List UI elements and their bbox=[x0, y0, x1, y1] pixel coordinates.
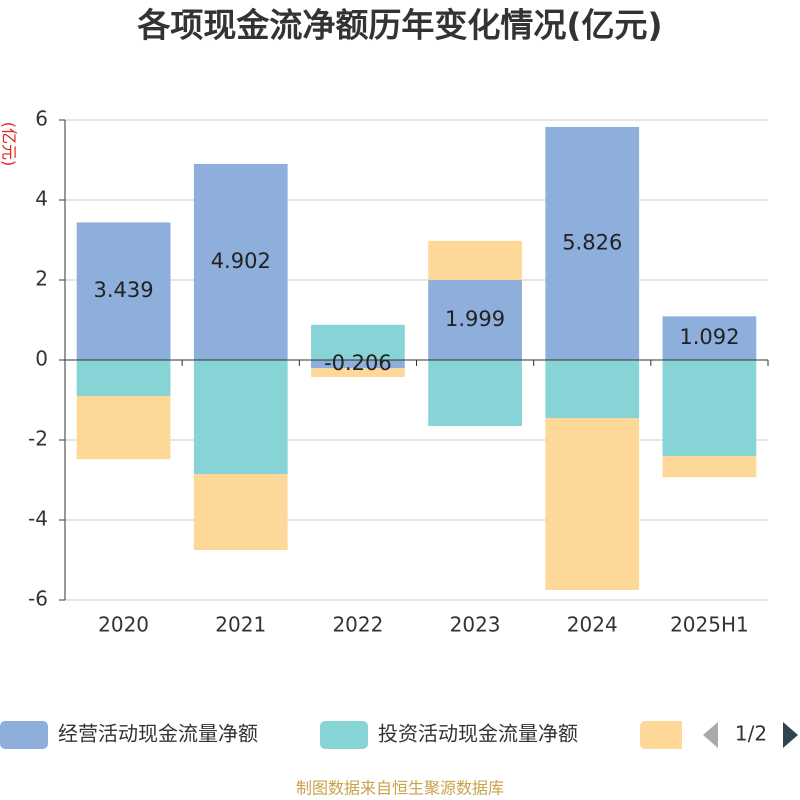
x-category-label: 2021 bbox=[215, 613, 266, 637]
bar-s3-2023[interactable] bbox=[428, 240, 522, 281]
x-category-label: 2025H1 bbox=[670, 613, 749, 637]
bar-s2-2023[interactable] bbox=[428, 360, 522, 426]
bar-s1-2023[interactable] bbox=[428, 280, 522, 360]
data-label: 1.092 bbox=[679, 325, 739, 349]
bar-s3-2022[interactable] bbox=[311, 368, 405, 378]
bar-s1-2025H1[interactable] bbox=[662, 316, 757, 360]
data-labels: 3.439 4.902 -0.206 1.999 5.826 1.092 bbox=[94, 230, 740, 375]
bar-s3-2021[interactable] bbox=[193, 474, 288, 550]
y-tick-label: 2 bbox=[35, 267, 48, 291]
legend-page-indicator: 1/2 bbox=[735, 722, 767, 746]
legend-pager: 1/2 bbox=[703, 722, 798, 748]
y-tick-label: 6 bbox=[35, 107, 48, 131]
bar-s3-2025H1[interactable] bbox=[662, 456, 757, 478]
data-label: -0.206 bbox=[324, 351, 392, 375]
bar-s1-2024[interactable] bbox=[545, 126, 640, 361]
data-source-footer: 制图数据来自恒生聚源数据库 bbox=[296, 779, 504, 798]
x-category-label: 2020 bbox=[98, 613, 149, 637]
x-axis: 2020 2021 2022 2023 2024 2025H1 bbox=[64, 359, 769, 637]
x-category-label: 2023 bbox=[450, 613, 501, 637]
chart-title: 各项现金流净额历年变化情况(亿元) bbox=[136, 6, 662, 45]
x-category-label: 2022 bbox=[332, 613, 383, 637]
bar-s2-2021[interactable] bbox=[193, 360, 288, 474]
x-category-label: 2024 bbox=[567, 613, 618, 637]
data-label: 5.826 bbox=[562, 230, 622, 254]
legend-item-operating[interactable]: 经营活动现金流量净额 bbox=[0, 721, 258, 749]
bar-s2-2024[interactable] bbox=[545, 360, 640, 418]
legend-swatch bbox=[320, 721, 368, 749]
y-axis: -6 -4 -2 0 2 4 6 bbox=[28, 107, 66, 611]
legend-item-investing[interactable]: 投资活动现金流量净额 bbox=[320, 721, 578, 749]
legend-swatch bbox=[640, 721, 682, 749]
data-label: 4.902 bbox=[211, 249, 271, 273]
legend-item-third[interactable] bbox=[640, 721, 688, 749]
bars bbox=[76, 126, 757, 590]
y-tick-label: -4 bbox=[28, 507, 48, 531]
bar-s3-2020[interactable] bbox=[76, 396, 171, 460]
bar-s2-2022[interactable] bbox=[311, 324, 405, 360]
bar-s1-2022[interactable] bbox=[311, 360, 405, 369]
bar-s2-2020[interactable] bbox=[76, 360, 171, 396]
legend: 经营活动现金流量净额 投资活动现金流量净额 bbox=[0, 721, 688, 749]
y-tick-label: 4 bbox=[35, 187, 48, 211]
data-label: 3.439 bbox=[94, 278, 154, 302]
legend-label: 经营活动现金流量净额 bbox=[58, 722, 258, 746]
data-label: 1.999 bbox=[445, 307, 505, 331]
arrow-left-icon[interactable] bbox=[703, 722, 718, 748]
arrow-right-icon[interactable] bbox=[783, 722, 798, 748]
bar-s3-2024[interactable] bbox=[545, 418, 640, 590]
bar-s1-2020[interactable] bbox=[76, 222, 171, 360]
y-tick-label: -6 bbox=[28, 587, 48, 611]
bar-s2-2025H1[interactable] bbox=[662, 360, 757, 456]
y-tick-label: -2 bbox=[28, 427, 48, 451]
legend-label: 投资活动现金流量净额 bbox=[378, 722, 578, 746]
y-axis-name: (亿元) bbox=[0, 122, 19, 167]
bar-s1-2021[interactable] bbox=[193, 163, 288, 360]
legend-swatch bbox=[0, 721, 48, 749]
y-tick-label: 0 bbox=[35, 347, 48, 371]
